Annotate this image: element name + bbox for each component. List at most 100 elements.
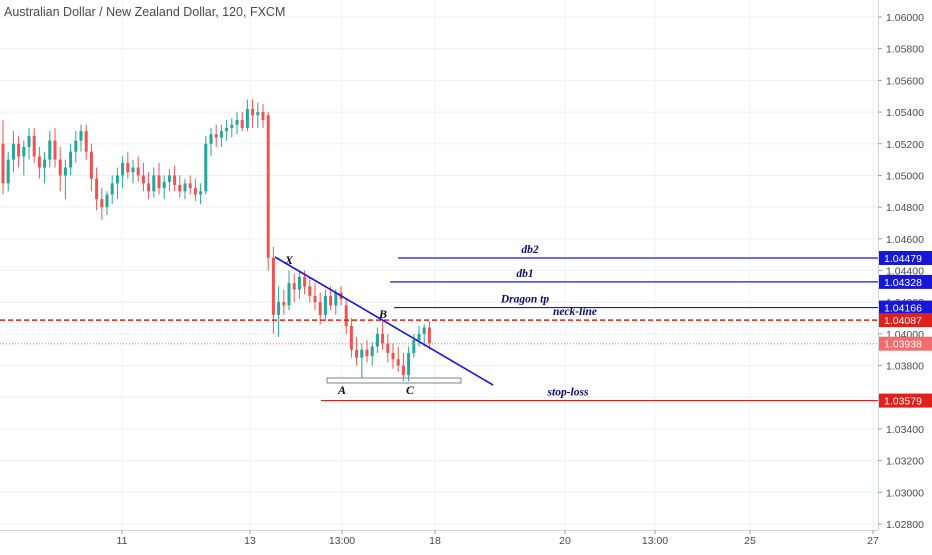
- price-tick-label: 1.02800: [886, 519, 924, 531]
- candle-body: [318, 302, 322, 315]
- price-marker: [879, 274, 932, 289]
- trendline[interactable]: [274, 256, 494, 386]
- price-marker-label: 1.04087: [884, 315, 922, 327]
- candle-body: [188, 183, 192, 189]
- price-marker: [879, 393, 932, 408]
- candle-body: [17, 143, 21, 157]
- price-tick-label: 1.03400: [886, 424, 924, 436]
- candle-body: [22, 146, 26, 157]
- candle-body: [147, 183, 151, 192]
- support-zone[interactable]: [326, 377, 462, 384]
- candle-body: [344, 305, 348, 326]
- candle-body: [396, 359, 400, 366]
- candle-body: [48, 140, 52, 160]
- price-tick-label: 1.04400: [886, 266, 924, 278]
- candle-body: [225, 127, 229, 132]
- candle-body: [183, 183, 187, 192]
- candle-body: [427, 327, 431, 344]
- candle-body: [245, 108, 249, 128]
- candle-body: [292, 283, 296, 290]
- candle-body: [365, 349, 369, 357]
- candle-body: [219, 131, 223, 138]
- price-tick-label: 1.05800: [886, 44, 924, 56]
- candle-body: [121, 162, 125, 176]
- price-tick-label: 1.05600: [886, 75, 924, 87]
- candle-body: [209, 134, 213, 144]
- price-marker: [879, 300, 932, 315]
- candle-body: [162, 181, 166, 189]
- level-label: db2: [521, 244, 539, 256]
- chart-title: Australian Dollar / New Zealand Dollar, …: [4, 5, 286, 19]
- current-price-marker: [879, 336, 932, 351]
- level-label: db1: [516, 268, 533, 280]
- candle-body: [100, 199, 104, 208]
- price-tick-label: 1.03200: [886, 456, 924, 468]
- candle-body: [381, 333, 385, 344]
- candle-body: [63, 167, 67, 176]
- level-label: stop-loss: [547, 387, 589, 399]
- time-tick-label: 25: [744, 535, 756, 547]
- price-axis: 1.06000 1.05800 1.05600 1.05400 1.05200 1.050…: [878, 0, 932, 550]
- price-tick-label: 1.05000: [886, 170, 924, 182]
- candle-body: [199, 191, 203, 195]
- time-tick-label: 20: [559, 535, 571, 547]
- candle-body: [266, 115, 270, 258]
- candle-body: [152, 175, 156, 192]
- candle-body: [303, 276, 307, 287]
- candle-body: [355, 349, 359, 358]
- candle-body: [329, 295, 333, 306]
- candle-body: [27, 135, 31, 147]
- candle-body: [261, 112, 265, 120]
- candle-body: [204, 143, 208, 192]
- candle-body: [271, 257, 275, 315]
- candle-body: [349, 325, 353, 350]
- candle-body: [126, 162, 130, 173]
- time-tick-label: 18: [429, 535, 441, 547]
- current-price-label: 1.03938: [884, 339, 922, 351]
- candle-body: [193, 188, 197, 195]
- time-tick-label: 13: [244, 535, 256, 547]
- candle-body: [178, 184, 182, 192]
- candle-body: [167, 175, 171, 182]
- candle-body: [407, 352, 411, 376]
- candle-body: [69, 151, 73, 168]
- price-marker-label: 1.04328: [884, 277, 922, 289]
- pattern-point-b: B: [378, 307, 387, 321]
- time-tick-label: 13:00: [329, 535, 355, 547]
- candle-body: [240, 119, 244, 128]
- candle-body: [89, 151, 93, 179]
- candle-body: [32, 135, 36, 157]
- candle-body: [84, 131, 88, 152]
- candle-body: [6, 159, 10, 184]
- price-tick-label: 1.03800: [886, 361, 924, 373]
- candle-body: [141, 175, 145, 184]
- time-tick-label: 13:00: [642, 535, 668, 547]
- candle-body: [375, 333, 379, 347]
- price-marker: [879, 250, 932, 265]
- level-label: neck-line: [553, 306, 597, 318]
- candle-body: [287, 283, 291, 306]
- candle-body: [105, 194, 109, 208]
- candle-body: [157, 175, 161, 189]
- price-tick-label: 1.04800: [886, 202, 924, 214]
- pattern-point-x: X: [284, 253, 294, 267]
- price-tick-label: 1.05400: [886, 107, 924, 119]
- time-tick-label: 11: [117, 535, 128, 547]
- price-tick-label: 1.05200: [886, 139, 924, 151]
- price-marker-label: 1.03579: [884, 396, 922, 408]
- candle-body: [79, 131, 83, 141]
- candle-body: [235, 119, 239, 125]
- candle-body: [74, 140, 78, 152]
- candle-body: [110, 183, 114, 195]
- price-marker-label: 1.04479: [884, 253, 922, 265]
- candle-body: [251, 108, 255, 116]
- time-tick-label: 27: [867, 535, 879, 547]
- price-tick-label: 1.06000: [886, 12, 924, 24]
- candle-body: [297, 276, 301, 290]
- candle-body: [37, 156, 41, 168]
- candle-body: [370, 346, 374, 357]
- candle-body: [308, 286, 312, 296]
- candle-body: [230, 124, 234, 128]
